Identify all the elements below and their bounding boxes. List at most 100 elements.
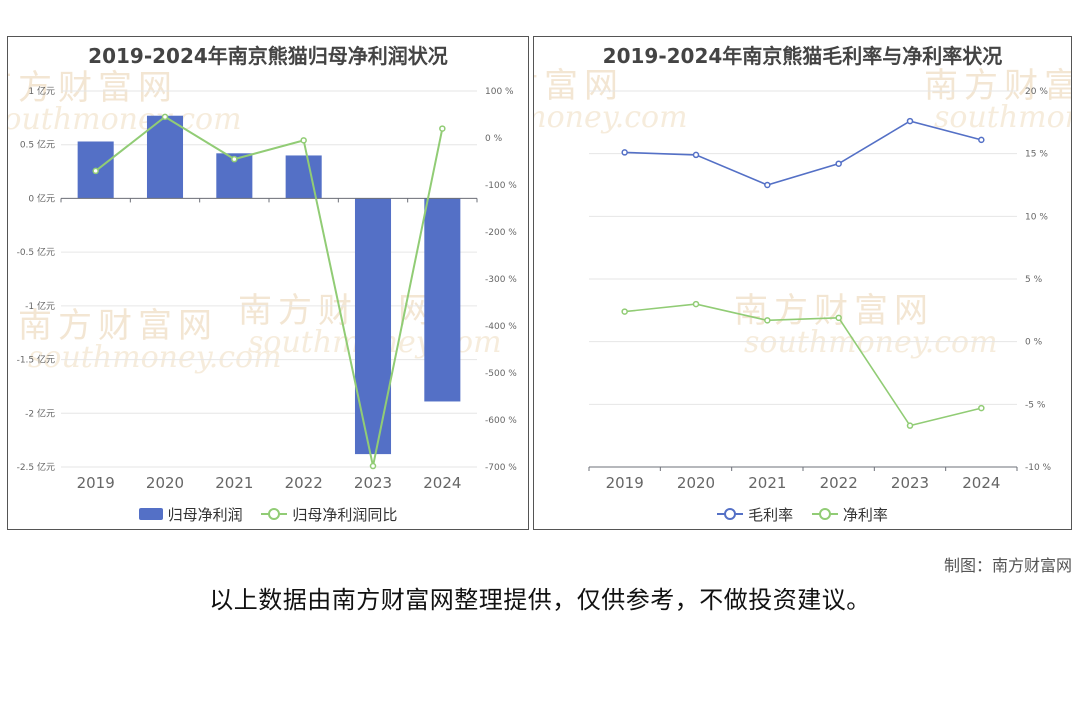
watermark-en: southmoney.com	[934, 100, 1072, 135]
watermark-en: southmoney.com	[8, 102, 242, 137]
legend-label-net-profit-yoy: 归母净利润同比	[292, 505, 398, 524]
line-net-margin	[624, 303, 982, 427]
watermark-cn: 南方财富网	[534, 66, 624, 106]
line-gross-margin	[624, 120, 982, 186]
x-tick-label: 2022	[820, 474, 858, 492]
bar-net-profit-2022	[285, 155, 322, 199]
right-axis-tick-label: -10 %	[1025, 463, 1052, 473]
right-axis-tick-label: 15 %	[1025, 150, 1048, 160]
bar-net-profit-2020	[146, 115, 184, 199]
left-chart-legend: 归母净利润 归母净利润同比	[8, 504, 528, 526]
point-net-margin-2019	[621, 308, 628, 315]
left-axis-tick-label: -1.5 亿元	[17, 354, 55, 366]
x-tick-label: 2023	[891, 474, 929, 492]
right-axis-tick-label: -500 %	[485, 369, 517, 379]
margin-chart-panel: 南方财富网southmoney.com南方财富网southmoney.com南方…	[533, 36, 1072, 530]
point-net-margin-2021	[764, 317, 771, 324]
watermark-cn: 南方财富网	[734, 291, 934, 331]
point-net-profit-yoy-2022	[300, 137, 307, 144]
left-axis-tick-label: 0 亿元	[28, 192, 55, 204]
right-chart-legend: 毛利率 净利率	[534, 504, 1071, 526]
right-axis-tick-label: 20 %	[1025, 87, 1048, 97]
left-axis-tick-label: 0.5 亿元	[20, 139, 55, 151]
watermark-cn: 南方财富网	[924, 66, 1072, 106]
point-gross-margin-2023	[906, 117, 914, 125]
legend-item-gross-margin[interactable]: 毛利率	[717, 504, 793, 525]
left-axis-tick-label: -2.5 亿元	[17, 461, 55, 473]
point-net-profit-yoy-2023	[369, 462, 377, 470]
point-net-profit-yoy-2024	[439, 125, 446, 132]
x-tick-label: 2019	[606, 474, 644, 492]
x-tick-label: 2021	[748, 474, 786, 492]
watermark-en: southmoney.com	[744, 325, 998, 360]
right-axis-tick-label: 0 %	[485, 134, 503, 144]
right-axis-tick-label: -700 %	[485, 463, 517, 473]
watermark-en: southmoney.com	[28, 340, 282, 375]
point-gross-margin-2021	[764, 181, 771, 189]
right-axis-tick-label: -200 %	[485, 228, 517, 238]
x-tick-label: 2020	[146, 474, 184, 492]
legend-label-gross-margin: 毛利率	[748, 505, 794, 524]
bar-net-profit-2024	[424, 198, 461, 402]
right-axis-tick-label: 0 %	[1025, 338, 1043, 348]
x-tick-label: 2021	[215, 474, 253, 492]
legend-item-net-margin[interactable]: 净利率	[811, 504, 888, 525]
x-tick-label: 2024	[423, 474, 461, 492]
right-axis-tick-label: -300 %	[485, 275, 517, 285]
left-chart-title: 2019-2024年南京熊猫归母净利润状况	[88, 44, 448, 68]
line-marker-swatch-icon	[261, 508, 288, 520]
legend-label-net-margin: 净利率	[842, 505, 888, 524]
point-net-margin-2023	[906, 422, 914, 429]
watermark-layer: 南方财富网southmoney.com南方财富网southmoney.com南方…	[534, 66, 1072, 360]
x-tick-label: 2022	[285, 474, 323, 492]
legend-item-net-profit[interactable]: 归母净利润	[138, 504, 243, 525]
right-axis-tick-label: -400 %	[485, 322, 517, 332]
right-axis-tick-label: -5 %	[1025, 400, 1046, 410]
right-axis-tick-label: 100 %	[485, 87, 514, 97]
point-gross-margin-2020	[692, 151, 700, 159]
line-net-profit-yoy	[95, 115, 444, 467]
watermark-cn: 南方财富网	[18, 306, 218, 346]
bar-net-profit-2023	[354, 198, 392, 455]
right-axis-tick-label: -100 %	[485, 181, 517, 191]
point-gross-margin-2019	[621, 149, 628, 156]
point-net-margin-2022	[835, 314, 842, 322]
left-axis-tick-label: 1 亿元	[28, 85, 55, 97]
left-axis-tick-label: -1 亿元	[25, 300, 55, 312]
point-net-margin-2024	[978, 404, 985, 412]
point-net-profit-yoy-2021	[231, 155, 238, 163]
point-net-profit-yoy-2020	[161, 113, 169, 121]
disclaimer-text: 以上数据由南方财富网整理提供，仅供参考，不做投资建议。	[209, 586, 871, 614]
watermark-cn: 南方财富网	[238, 291, 438, 331]
x-tick-label: 2023	[354, 474, 392, 492]
left-axis-tick-label: -2 亿元	[25, 407, 55, 419]
bar-swatch-icon	[138, 508, 163, 520]
point-gross-margin-2022	[835, 160, 842, 167]
point-net-margin-2020	[692, 300, 700, 308]
x-tick-label: 2019	[77, 474, 115, 492]
right-chart-title: 2019-2024年南京熊猫毛利率与净利率状况	[602, 44, 1003, 68]
left-axis-tick-label: -0.5 亿元	[17, 246, 55, 258]
line-marker-swatch-icon	[717, 508, 744, 520]
margin-plot: 20 % 15 % 10 % 5 % 0 % -5 % -10 % 2019 2020 2021 2…	[588, 87, 1052, 492]
right-axis-tick-label: 5 %	[1025, 275, 1043, 285]
right-axis-tick-label: 10 %	[1025, 212, 1048, 222]
point-gross-margin-2024	[978, 136, 985, 144]
right-axis-tick-label: -600 %	[485, 416, 517, 426]
legend-label-net-profit: 归母净利润	[167, 505, 243, 524]
legend-item-net-profit-yoy[interactable]: 归母净利润同比	[261, 504, 397, 525]
line-marker-swatch-icon	[811, 508, 838, 520]
x-tick-label: 2024	[962, 474, 1000, 492]
point-net-profit-yoy-2019	[92, 167, 99, 175]
x-tick-label: 2020	[677, 474, 715, 492]
watermark-cn: 南方财富网	[8, 68, 178, 108]
net-profit-chart-panel: 南方财富网southmoney.com南方财富网southmoney.com南方…	[7, 36, 529, 530]
net-profit-plot: 1 亿元 0.5 亿元 0 亿元 -0.5 亿元 -1 亿元 -1.5 亿元 -2 亿元 -2…	[17, 85, 518, 492]
watermark-en: southmoney.com	[534, 100, 688, 135]
chart-credit: 制图：南方财富网	[943, 556, 1072, 575]
